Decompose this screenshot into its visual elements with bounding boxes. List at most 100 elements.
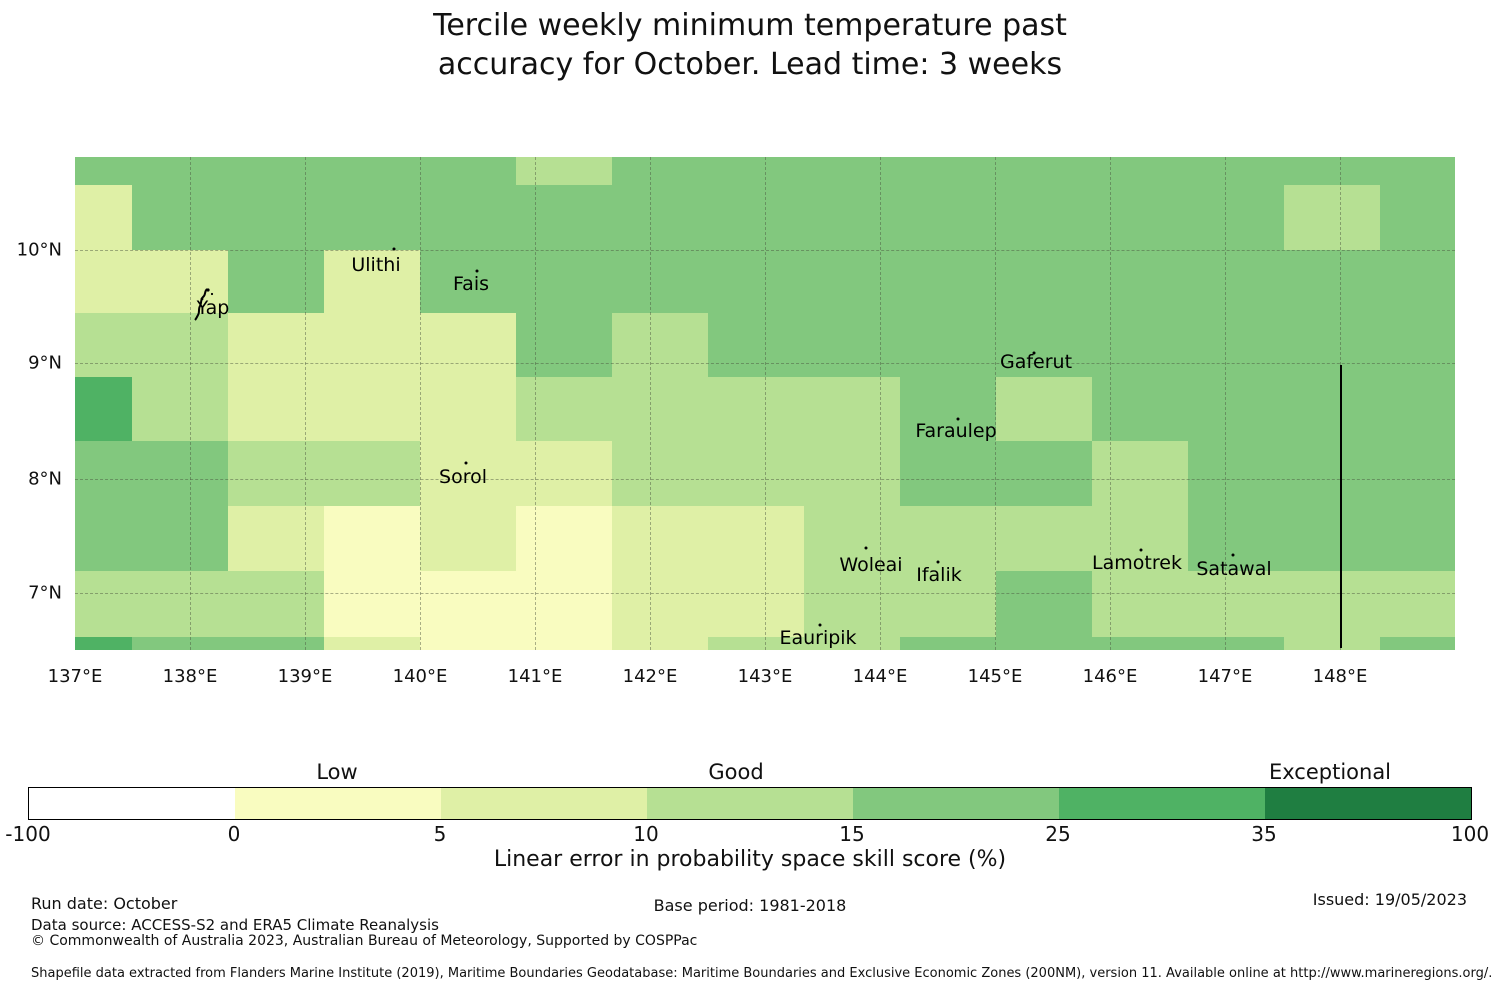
island-marker-dot xyxy=(864,546,868,550)
colorbar-zone-label: Good xyxy=(708,760,764,784)
grid-cell xyxy=(612,637,708,650)
grid-cell xyxy=(612,571,708,637)
grid-cell xyxy=(420,185,516,250)
grid-cell xyxy=(228,313,324,377)
grid-cell xyxy=(804,250,900,313)
grid-cell xyxy=(900,313,996,377)
grid-cell xyxy=(1284,441,1380,506)
island-label: Faraulep xyxy=(915,420,997,442)
grid-cell xyxy=(420,250,516,313)
grid-cell xyxy=(804,313,900,377)
meridian-gridline xyxy=(420,157,421,650)
grid-cell xyxy=(612,313,708,377)
grid-cell xyxy=(1188,250,1284,313)
grid-cell xyxy=(228,157,324,185)
colorbar-tick-label: 15 xyxy=(839,822,865,846)
grid-cell xyxy=(1188,313,1284,377)
y-tick-label: 8°N xyxy=(28,468,62,490)
grid-cell xyxy=(1284,377,1380,441)
grid-cell xyxy=(1092,157,1188,185)
island-marker-dot xyxy=(956,417,960,421)
grid-cell xyxy=(228,377,324,441)
island-marker-dot xyxy=(1032,351,1036,355)
footer-base-period: Base period: 1981-2018 xyxy=(653,896,847,915)
grid-cell xyxy=(804,506,900,571)
grid-cell xyxy=(1188,377,1284,441)
colorbar-axis-label: Linear error in probability space skill … xyxy=(493,847,1007,872)
grid-cell xyxy=(228,571,324,637)
island-label: Gaferut xyxy=(999,351,1073,373)
grid-cell xyxy=(804,377,900,441)
grid-cell xyxy=(1284,506,1380,571)
map-plot-area: Yap Ulithi Fais Sorol Gaferut Faraulep Woleai I… xyxy=(75,157,1455,650)
x-tick-label: 140°E xyxy=(392,666,448,687)
island-label: Yap xyxy=(196,297,230,319)
island-marker-dot xyxy=(464,461,468,465)
grid-cell xyxy=(132,313,228,377)
footer-run-date: Run date: October xyxy=(31,894,178,913)
grid-cell xyxy=(1284,637,1380,650)
colorbar-tick-label: 35 xyxy=(1251,822,1277,846)
grid-cell xyxy=(516,571,612,637)
grid-cell xyxy=(75,313,132,377)
footer-issued-date: Issued: 19/05/2023 xyxy=(1312,890,1467,909)
grid-cell xyxy=(900,506,996,571)
colorbar-segment xyxy=(29,788,235,819)
grid-cell xyxy=(900,250,996,313)
grid-cell xyxy=(516,506,612,571)
grid-cell xyxy=(420,157,516,185)
grid-cell xyxy=(324,157,420,185)
grid-cell xyxy=(420,571,516,637)
island-label: Ulithi xyxy=(351,254,401,276)
grid-cell xyxy=(1380,313,1455,377)
grid-cell xyxy=(900,185,996,250)
meridian-gridline xyxy=(1110,157,1111,650)
meridian-gridline xyxy=(535,157,536,650)
island-label: Ifalik xyxy=(916,564,962,586)
grid-cell xyxy=(324,571,420,637)
meridian-gridline xyxy=(765,157,766,650)
grid-cell xyxy=(708,506,804,571)
parallel-gridline xyxy=(75,363,1455,364)
grid-cell xyxy=(324,185,420,250)
grid-cell xyxy=(708,571,804,637)
colorbar-tick-label: 100 xyxy=(1450,822,1490,846)
grid-cell xyxy=(132,637,228,650)
footer-shapefile-note: Shapefile data extracted from Flanders M… xyxy=(31,966,1493,981)
x-tick-label: 148°E xyxy=(1312,666,1368,687)
island-marker-dot xyxy=(1231,553,1235,557)
grid-cell xyxy=(1380,185,1455,250)
grid-cell xyxy=(708,250,804,313)
grid-cell xyxy=(1284,313,1380,377)
grid-cell xyxy=(900,157,996,185)
island-marker-dot xyxy=(818,623,822,627)
grid-cell xyxy=(1092,506,1188,571)
meridian-gridline xyxy=(880,157,881,650)
grid-cell xyxy=(900,441,996,506)
grid-cell xyxy=(75,250,132,313)
parallel-gridline xyxy=(75,250,1455,251)
grid-cell xyxy=(1092,441,1188,506)
island-label: Fais xyxy=(452,273,490,295)
island-label: Woleai xyxy=(839,554,903,576)
grid-cell xyxy=(228,441,324,506)
grid-cell xyxy=(612,441,708,506)
parallel-gridline xyxy=(75,593,1455,594)
grid-cell xyxy=(996,571,1092,637)
colorbar-segment xyxy=(1059,788,1265,819)
colorbar-tick-label: 0 xyxy=(227,822,241,846)
grid-cell xyxy=(708,637,804,650)
grid-cell xyxy=(1380,637,1455,650)
x-tick-label: 137°E xyxy=(47,666,103,687)
island-label: Sorol xyxy=(439,466,487,488)
grid-cell xyxy=(228,506,324,571)
grid-cell xyxy=(708,313,804,377)
colorbar-tick-label: 5 xyxy=(433,822,447,846)
colorbar-segment xyxy=(441,788,647,819)
grid-cell xyxy=(1188,157,1284,185)
grid-cell xyxy=(1284,185,1380,250)
x-tick-label: 142°E xyxy=(622,666,678,687)
grid-cell xyxy=(612,185,708,250)
grid-cell xyxy=(1380,157,1455,185)
grid-cell xyxy=(420,313,516,377)
